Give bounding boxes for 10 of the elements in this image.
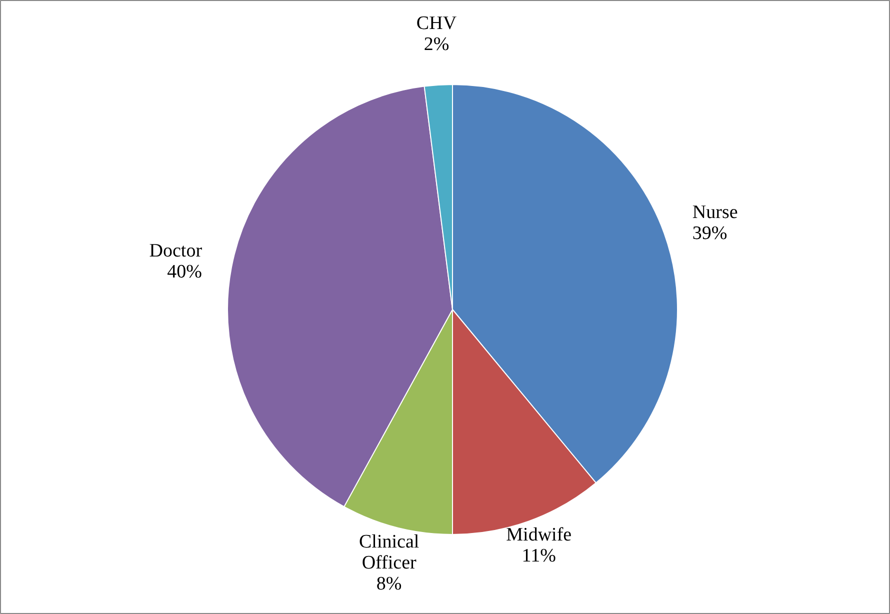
slice-label: Midwife	[506, 524, 572, 546]
slice-label: Nurse	[692, 202, 738, 224]
data-label: 39%	[692, 223, 728, 244]
data-label: 11%	[522, 545, 556, 566]
data-label: 2%	[424, 34, 450, 56]
slice-label: Doctor	[149, 240, 203, 262]
data-label: 40%	[167, 262, 202, 283]
data-label: 8%	[376, 573, 402, 594]
slice-label: Clinical Officer	[359, 531, 420, 574]
slice-label: CHV	[416, 13, 457, 34]
